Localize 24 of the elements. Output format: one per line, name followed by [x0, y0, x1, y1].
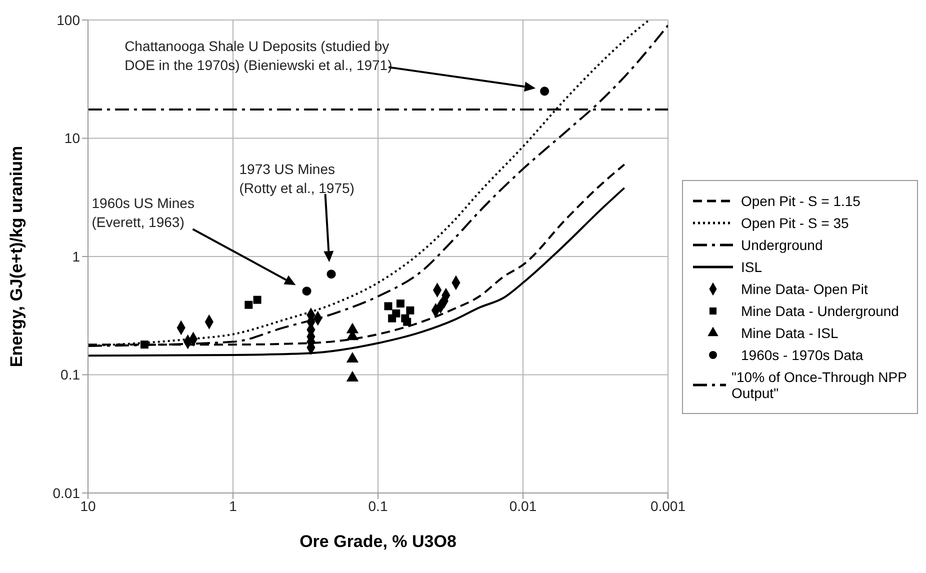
- y-axis-title: Energy, GJ(e+t)/kg uranium: [7, 146, 26, 368]
- legend-label: Mine Data - Underground: [741, 303, 899, 319]
- legend-label: 1960s - 1970s Data: [741, 347, 864, 363]
- y-tick-label: 1: [72, 248, 80, 264]
- legend-label: Mine Data - ISL: [741, 325, 838, 341]
- x-tick-label: 10: [80, 498, 96, 514]
- y-tick-label: 10: [64, 130, 80, 146]
- x-tick-label: 0.1: [368, 498, 388, 514]
- legend-label: Open Pit - S = 35: [741, 215, 849, 231]
- y-tick-label: 100: [56, 12, 80, 28]
- legend-label: "10% of Once-Through NPP Output": [732, 369, 908, 401]
- y-tick-label: 0.1: [60, 366, 80, 383]
- y-tick-label: 0.01: [52, 484, 80, 501]
- annotation: 1973 US Mines (Rotty et al., 1975): [239, 161, 354, 196]
- x-axis-title: Ore Grade, % U3O8: [300, 532, 456, 551]
- legend-label: Mine Data- Open Pit: [741, 281, 868, 297]
- annotation: 1960s US Mines (Everett, 1963): [92, 195, 194, 230]
- x-tick-label: 0.001: [650, 498, 686, 514]
- annotation: Chattanooga Shale U Deposits (studied by DOE in the 1970s) (Bieniewski et al., 1971): [124, 38, 392, 74]
- x-tick-label: 1: [229, 498, 238, 514]
- legend-label: Underground: [741, 237, 823, 253]
- legend-label: Open Pit - S = 1.15: [741, 193, 860, 209]
- x-tick-label: 0.01: [509, 498, 537, 514]
- legend-label: ISL: [741, 259, 762, 275]
